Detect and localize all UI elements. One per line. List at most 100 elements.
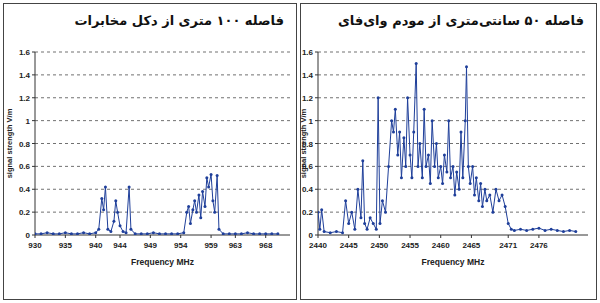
point-marker <box>402 136 405 139</box>
point-marker <box>461 176 464 179</box>
point-marker <box>421 176 424 179</box>
x-tick-label: 940 <box>89 241 103 250</box>
point-marker <box>129 228 132 231</box>
point-marker <box>381 199 384 202</box>
point-marker <box>201 190 204 193</box>
y-tick-label: 0 <box>309 231 314 240</box>
point-marker <box>477 199 480 202</box>
point-marker <box>409 153 412 156</box>
x-tick-label: 963 <box>229 241 243 250</box>
point-marker <box>415 62 418 65</box>
point-marker <box>189 222 192 225</box>
grid-line <box>35 143 290 144</box>
chart-title: فاصله ۵۰ سانتی‌متری از مودم وای‌فای <box>338 13 584 29</box>
x-axis-line <box>318 235 588 236</box>
point-marker <box>459 131 462 134</box>
point-marker <box>197 193 200 196</box>
point-marker <box>392 131 395 134</box>
data-group <box>318 62 577 234</box>
point-marker <box>464 119 467 122</box>
point-marker <box>537 227 540 230</box>
point-marker <box>94 231 97 234</box>
point-marker <box>109 230 112 233</box>
point-marker <box>114 199 117 202</box>
point-marker <box>423 108 426 111</box>
y-tick-label: 0.8 <box>19 140 31 149</box>
point-marker <box>479 182 482 185</box>
x-axis-line <box>35 235 290 236</box>
point-marker <box>356 188 359 191</box>
point-marker <box>216 174 219 177</box>
point-marker <box>568 229 571 232</box>
point-marker <box>64 231 67 234</box>
y-tick-label: 0.4 <box>19 185 31 194</box>
point-marker <box>199 216 202 219</box>
grid-line <box>35 120 290 121</box>
point-marker <box>550 228 553 231</box>
point-marker <box>318 228 321 231</box>
grid-line <box>318 166 588 167</box>
point-marker <box>76 232 79 235</box>
x-axis-title: Frequency MHz <box>131 257 194 267</box>
point-marker <box>396 153 399 156</box>
point-marker <box>350 211 353 214</box>
point-marker <box>473 193 476 196</box>
point-marker <box>494 188 497 191</box>
point-marker <box>187 205 190 208</box>
point-marker <box>122 230 125 233</box>
point-marker <box>398 131 401 134</box>
point-marker <box>276 232 279 235</box>
point-marker <box>410 176 413 179</box>
x-tick-label: 2476 <box>530 241 548 250</box>
chart-title: فاصله ۱۰۰ متری از دکل مخابرات <box>74 13 284 28</box>
point-marker <box>258 232 261 235</box>
point-marker <box>335 230 338 233</box>
x-tick-label: 2455 <box>401 241 419 250</box>
point-marker <box>204 205 207 208</box>
x-tick-label: 944 <box>113 241 127 250</box>
point-marker <box>97 228 100 231</box>
grid-line <box>318 120 588 121</box>
point-marker <box>234 232 237 235</box>
point-marker <box>394 108 397 111</box>
grid-line <box>35 212 290 213</box>
panel-frame <box>301 4 597 300</box>
point-marker <box>369 216 372 219</box>
panel-frame <box>4 4 297 300</box>
series-line <box>318 63 576 232</box>
point-marker <box>140 232 143 235</box>
point-marker <box>128 185 131 188</box>
grid-line <box>318 212 588 213</box>
x-tick-label: 968 <box>259 241 273 250</box>
point-marker <box>152 231 155 234</box>
point-marker <box>52 232 55 235</box>
grid-line <box>318 97 588 98</box>
point-marker <box>228 232 231 235</box>
point-marker <box>475 176 478 179</box>
point-marker <box>112 220 115 223</box>
point-marker <box>525 229 528 232</box>
point-marker <box>447 119 450 122</box>
y-tick-label: 1 <box>26 117 31 126</box>
point-marker <box>125 231 128 234</box>
point-marker <box>323 230 326 233</box>
point-marker <box>455 171 458 174</box>
point-marker <box>491 211 494 214</box>
x-tick-label: 2445 <box>340 241 358 250</box>
point-marker <box>519 228 522 231</box>
point-marker <box>82 231 85 234</box>
point-marker <box>217 228 220 231</box>
point-marker <box>488 193 491 196</box>
grid-line <box>318 143 588 144</box>
x-tick-label: 2450 <box>370 241 388 250</box>
point-marker <box>377 96 380 99</box>
data-group <box>35 173 279 235</box>
grid-line <box>318 189 588 190</box>
point-marker <box>176 232 179 235</box>
point-marker <box>359 216 362 219</box>
point-marker <box>431 119 434 122</box>
x-tick-label: 930 <box>28 241 42 250</box>
x-tick-label: 935 <box>59 241 73 250</box>
point-marker <box>341 231 344 234</box>
grid-line <box>318 52 588 53</box>
